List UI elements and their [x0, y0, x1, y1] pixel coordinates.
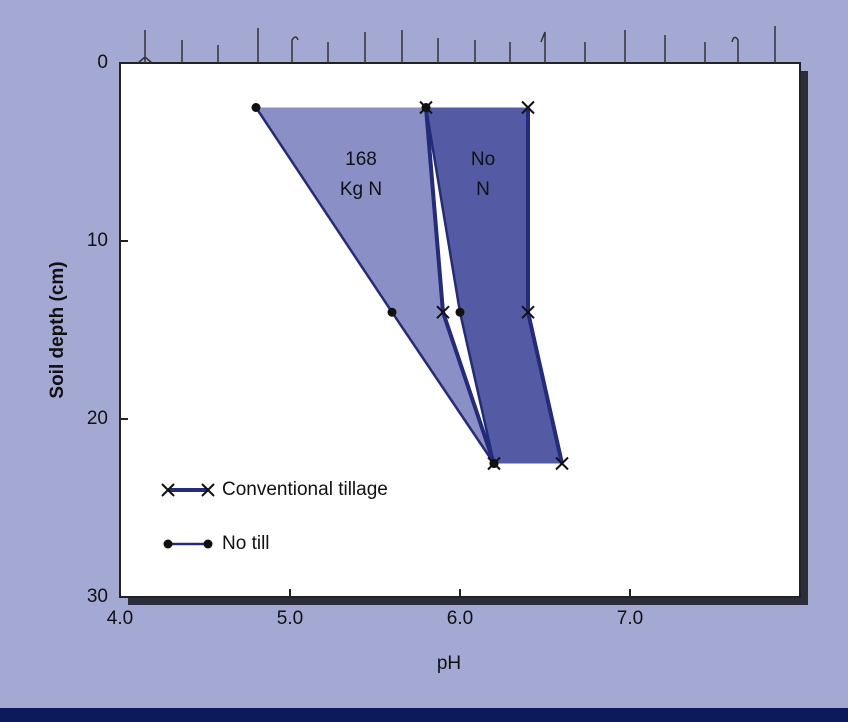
y-tick-label: 10 — [87, 230, 108, 251]
y-axis-label: Soil depth (cm) — [47, 261, 68, 398]
legend-dot-marker — [204, 540, 213, 549]
x-tick-label: 7.0 — [617, 608, 643, 629]
chart: pH Soil depth (cm) 4.0 5.0 6.0 7.0 0 10 20 30 16… — [0, 0, 848, 722]
dot-marker — [422, 103, 431, 112]
y-tick-label: 0 — [97, 52, 108, 73]
dot-marker — [490, 459, 499, 468]
y-tick-label: 30 — [87, 586, 108, 607]
treatment-label: 168 — [345, 149, 377, 170]
legend-label: Conventional tillage — [222, 479, 388, 500]
legend-label: No till — [222, 533, 270, 554]
x-tick-label: 6.0 — [447, 608, 473, 629]
dot-marker — [456, 308, 465, 317]
bottom-band — [0, 708, 848, 722]
x-tick-label: 5.0 — [277, 608, 303, 629]
legend-dot-marker — [164, 540, 173, 549]
treatment-label: Kg N — [340, 179, 382, 200]
treatment-label: No — [471, 149, 495, 170]
treatment-label: N — [476, 179, 490, 200]
y-tick-label: 20 — [87, 408, 108, 429]
x-axis-label: pH — [437, 653, 461, 674]
dot-marker — [252, 103, 261, 112]
dot-marker — [388, 308, 397, 317]
x-tick-label: 4.0 — [107, 608, 133, 629]
